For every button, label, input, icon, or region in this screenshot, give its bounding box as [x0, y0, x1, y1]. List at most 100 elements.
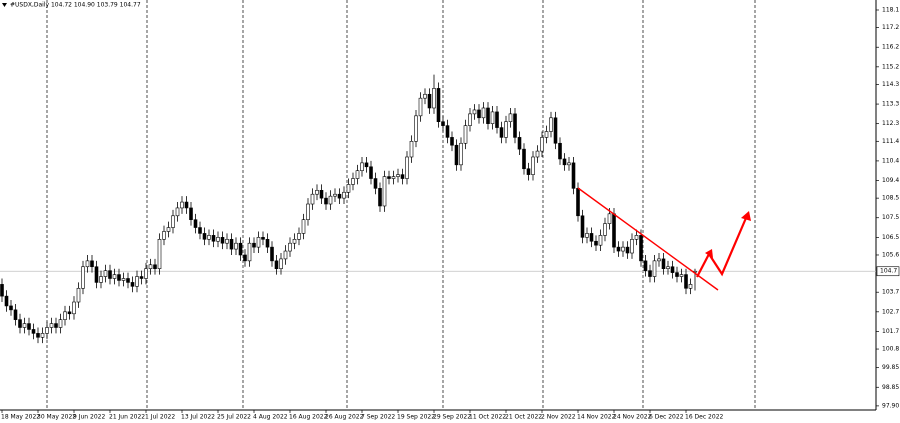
- candle-body: [310, 193, 315, 205]
- candle-body: [355, 170, 360, 179]
- y-tick-label: 101.7: [882, 328, 899, 335]
- candle-body: [508, 113, 513, 123]
- candle-body: [279, 258, 283, 269]
- x-tick-label: 26 Aug 2022: [325, 414, 364, 421]
- candle-body: [657, 258, 661, 262]
- candle-body: [171, 215, 175, 228]
- candle-body: [490, 111, 495, 124]
- candle-body: [436, 88, 441, 123]
- candle-body: [427, 93, 432, 109]
- candle-body: [157, 238, 162, 269]
- candle-body: [292, 238, 297, 244]
- candle-body: [202, 233, 207, 240]
- y-tick-label: 112.3: [882, 120, 899, 127]
- candle-body: [18, 319, 22, 328]
- trend-line: [577, 187, 719, 291]
- candle-body: [256, 237, 261, 248]
- candle-body: [144, 268, 148, 279]
- candle-body: [670, 266, 675, 273]
- candle-body: [495, 111, 499, 128]
- candle-body: [391, 176, 396, 179]
- y-tick-label: 116.2: [882, 44, 899, 51]
- candle-body: [481, 107, 486, 119]
- candle-body: [130, 282, 135, 287]
- candle-body: [553, 117, 558, 144]
- candle-body: [387, 176, 391, 179]
- y-tick-label: 113.3: [882, 101, 899, 108]
- x-tick-label: 21 Oct 2022: [505, 414, 542, 421]
- candle-body: [274, 260, 279, 269]
- y-tick-label: 110.4: [882, 157, 899, 164]
- candle-body: [598, 235, 603, 246]
- candle-body: [72, 301, 76, 315]
- candle-body: [324, 197, 328, 205]
- y-tick-label: 111.4: [882, 138, 899, 145]
- candle-body: [450, 137, 454, 146]
- candle-body: [630, 238, 634, 254]
- candle-body: [342, 191, 346, 199]
- candle-body: [328, 195, 333, 205]
- menu-icon: [2, 3, 7, 7]
- x-tick-label: 11 Oct 2022: [469, 414, 506, 421]
- candle-body: [22, 323, 27, 328]
- candle-body: [459, 142, 463, 166]
- y-tick-label: 105.6: [882, 251, 899, 258]
- y-tick-label: 109.4: [882, 177, 899, 184]
- candle-body: [396, 174, 400, 177]
- y-tick-label: 108.5: [882, 195, 899, 202]
- candle-body: [445, 125, 450, 138]
- candle-body: [135, 276, 139, 287]
- candle-body: [337, 193, 342, 199]
- y-tick-label: 97.90: [882, 402, 899, 409]
- candle-body: [184, 201, 189, 209]
- x-tick-label: 19 Sep 2022: [397, 414, 435, 421]
- candle-body: [288, 242, 292, 252]
- y-tick-label: 99.85: [882, 364, 899, 371]
- candle-body: [504, 121, 508, 138]
- candle-body: [603, 223, 607, 236]
- candle-body: [486, 107, 490, 124]
- x-tick-label: 4 Aug 2022: [253, 414, 288, 421]
- x-tick-label: 6 Dec 2022: [649, 414, 684, 421]
- candle-body: [252, 242, 256, 248]
- x-tick-label: 30 May 2022: [37, 414, 76, 421]
- x-tick-label: 1 Jul 2022: [145, 414, 175, 421]
- y-tick-label: 107.5: [882, 214, 899, 221]
- chart-title: #USDX,Daily 104.72 104.90 103.79 104.77: [10, 2, 141, 9]
- candle-body: [418, 97, 423, 117]
- x-tick-label: 13 Jul 2022: [181, 414, 215, 421]
- candle-body: [643, 260, 648, 271]
- candle-body: [526, 168, 531, 175]
- x-tick-label: 14 Nov 2022: [577, 414, 616, 421]
- candle-body: [58, 319, 63, 328]
- candle-body: [63, 311, 67, 320]
- candle-body: [247, 242, 252, 262]
- x-tick-label: 18 May 2022: [1, 414, 40, 421]
- candle-body: [400, 174, 405, 179]
- candle-body: [468, 113, 472, 126]
- candle-body: [94, 266, 99, 283]
- candle-body: [540, 137, 544, 152]
- candle-body: [225, 238, 229, 244]
- candle-body: [0, 284, 4, 297]
- candle-body: [364, 162, 369, 168]
- y-tick-label: 117.2: [882, 24, 899, 31]
- candle-body: [625, 246, 630, 254]
- candle-body: [112, 274, 117, 279]
- candle-body: [162, 231, 166, 240]
- candle-body: [585, 233, 589, 238]
- candle-body: [99, 276, 103, 283]
- candle-body: [27, 323, 31, 330]
- x-tick-label: 16 Dec 2022: [685, 414, 724, 421]
- candle-body: [45, 327, 49, 334]
- candle-body: [567, 162, 571, 166]
- candle-body: [607, 213, 612, 224]
- candle-body: [576, 188, 580, 217]
- y-tick-label: 103.7: [882, 289, 899, 296]
- candle-body: [382, 176, 387, 207]
- candle-body: [454, 144, 459, 166]
- candle-body: [441, 121, 445, 126]
- candle-body: [589, 233, 594, 242]
- candle-body: [54, 323, 58, 328]
